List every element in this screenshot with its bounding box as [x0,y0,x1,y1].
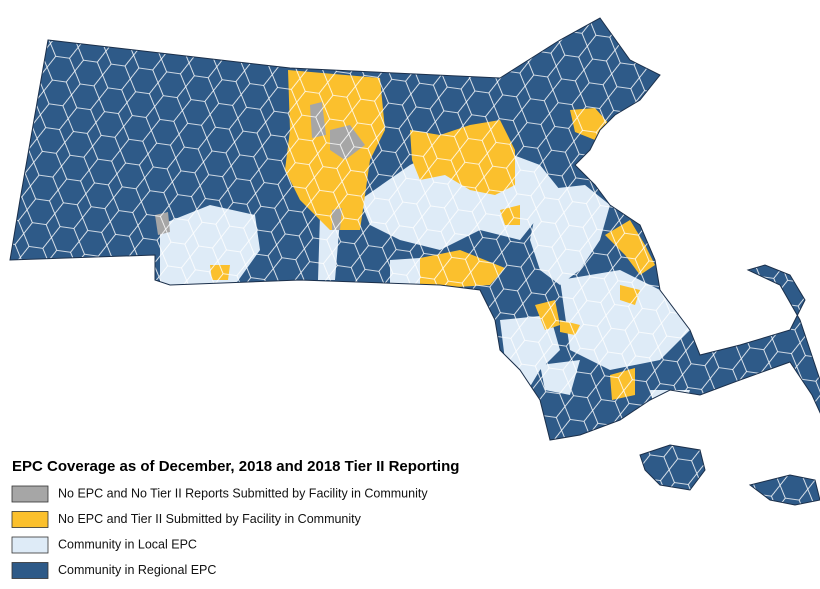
legend-title: EPC Coverage as of December, 2018 and 20… [12,458,459,475]
map-regions [10,18,820,505]
legend: No EPC and No Tier II Reports Submitted … [11,485,428,579]
legend-label: Community in Regional EPC [58,563,216,577]
town-borders [10,18,820,505]
legend-swatch [11,485,49,503]
legend-label: Community in Local EPC [58,537,197,551]
legend-swatch [11,536,49,554]
legend-label: No EPC and No Tier II Reports Submitted … [58,486,428,500]
legend-label: No EPC and Tier II Submitted by Facility… [58,512,362,526]
legend-swatch [11,511,49,528]
legend-swatch [11,562,49,579]
